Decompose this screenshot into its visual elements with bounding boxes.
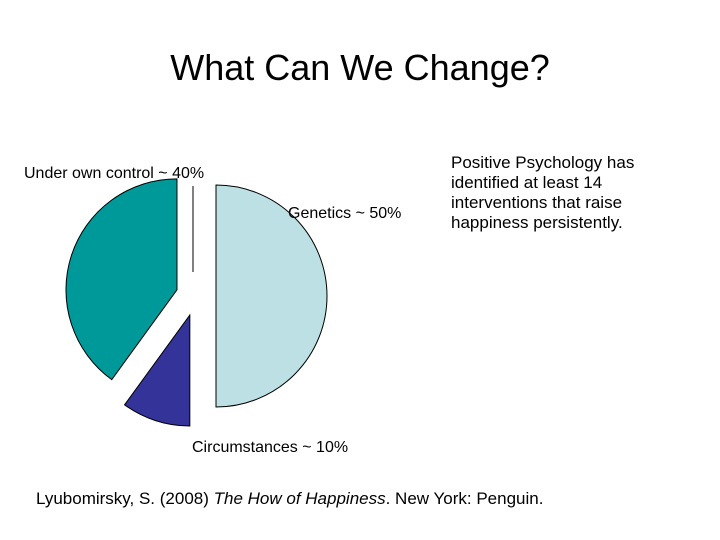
citation-author: Lyubomirsky, S. (2008) xyxy=(36,489,214,508)
slide-title: What Can We Change? xyxy=(170,47,550,88)
pie-slice-own-control xyxy=(65,178,178,381)
pie-label-genetics: Genetics ~ 50% xyxy=(288,205,401,222)
citation: Lyubomirsky, S. (2008) The How of Happin… xyxy=(36,489,696,509)
pie-slice-genetics xyxy=(215,184,328,408)
pie-label-circumstances: Circumstances ~ 10% xyxy=(192,439,348,456)
side-note: Positive Psychology has identified at le… xyxy=(451,153,635,232)
citation-publisher: . New York: Penguin. xyxy=(385,489,544,508)
citation-book-title: The How of Happiness xyxy=(213,489,386,508)
pie-slice-circumstances xyxy=(123,313,191,427)
pie-label-own-control: Under own control ~ 40% xyxy=(24,165,204,182)
